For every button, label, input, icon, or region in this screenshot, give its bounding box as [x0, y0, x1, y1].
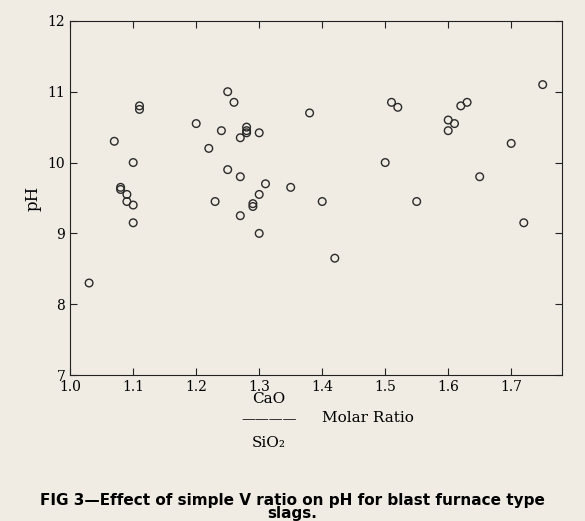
Text: Molar Ratio: Molar Ratio: [322, 412, 414, 425]
Point: [248, 202, 257, 210]
Point: [254, 190, 264, 199]
Point: [84, 279, 94, 287]
Point: [242, 127, 252, 135]
Point: [393, 103, 402, 111]
Point: [116, 185, 125, 194]
Point: [387, 98, 396, 106]
Point: [286, 183, 295, 192]
Point: [229, 98, 239, 106]
Point: [412, 197, 421, 206]
Point: [135, 102, 144, 110]
Text: SiO₂: SiO₂: [252, 436, 286, 450]
Point: [261, 180, 270, 188]
Point: [116, 183, 125, 192]
Point: [236, 133, 245, 142]
Point: [330, 254, 339, 263]
Point: [236, 172, 245, 181]
Point: [129, 201, 138, 209]
Point: [456, 102, 466, 110]
Point: [191, 119, 201, 128]
Point: [236, 212, 245, 220]
Point: [443, 127, 453, 135]
Point: [223, 166, 232, 174]
Point: [204, 144, 214, 153]
Point: [122, 197, 132, 206]
Point: [443, 116, 453, 124]
Text: slags.: slags.: [267, 506, 318, 521]
Point: [254, 229, 264, 238]
Point: [129, 219, 138, 227]
Point: [507, 139, 516, 147]
Point: [538, 80, 548, 89]
Point: [216, 127, 226, 135]
Point: [223, 88, 232, 96]
Text: CaO: CaO: [253, 392, 285, 406]
Point: [475, 172, 484, 181]
Point: [519, 219, 528, 227]
Point: [135, 105, 144, 114]
Point: [242, 129, 252, 137]
Point: [211, 197, 220, 206]
Y-axis label: pH: pH: [25, 185, 42, 210]
Point: [462, 98, 472, 106]
Point: [450, 119, 459, 128]
Point: [380, 158, 390, 167]
Point: [242, 123, 252, 131]
Point: [305, 109, 314, 117]
Point: [248, 200, 257, 208]
Point: [254, 129, 264, 137]
Point: [129, 158, 138, 167]
Text: ————: ————: [242, 413, 297, 426]
Point: [122, 190, 132, 199]
Point: [318, 197, 327, 206]
Point: [109, 137, 119, 145]
Text: FIG 3—Effect of simple V ratio on pH for blast furnace type: FIG 3—Effect of simple V ratio on pH for…: [40, 493, 545, 508]
